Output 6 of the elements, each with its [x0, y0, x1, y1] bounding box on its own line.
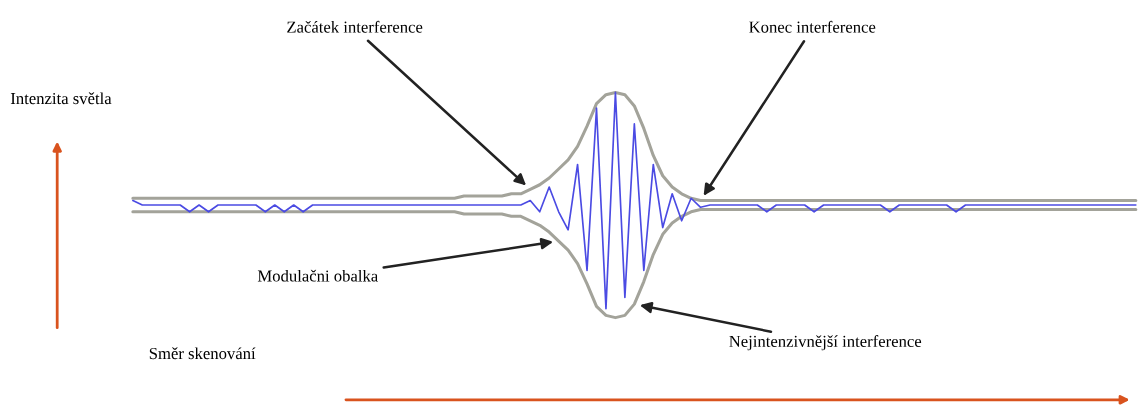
- text: Nejintenzivnější interference: [729, 335, 922, 351]
- y-axis-title: Intenzita světla: [10, 92, 112, 105]
- text: Konec interference: [749, 20, 876, 33]
- text: Začátek interference: [287, 20, 423, 33]
- annotation: Modulačni obalka: [257, 269, 378, 282]
- x-axis-title: Směr skenování: [149, 347, 256, 360]
